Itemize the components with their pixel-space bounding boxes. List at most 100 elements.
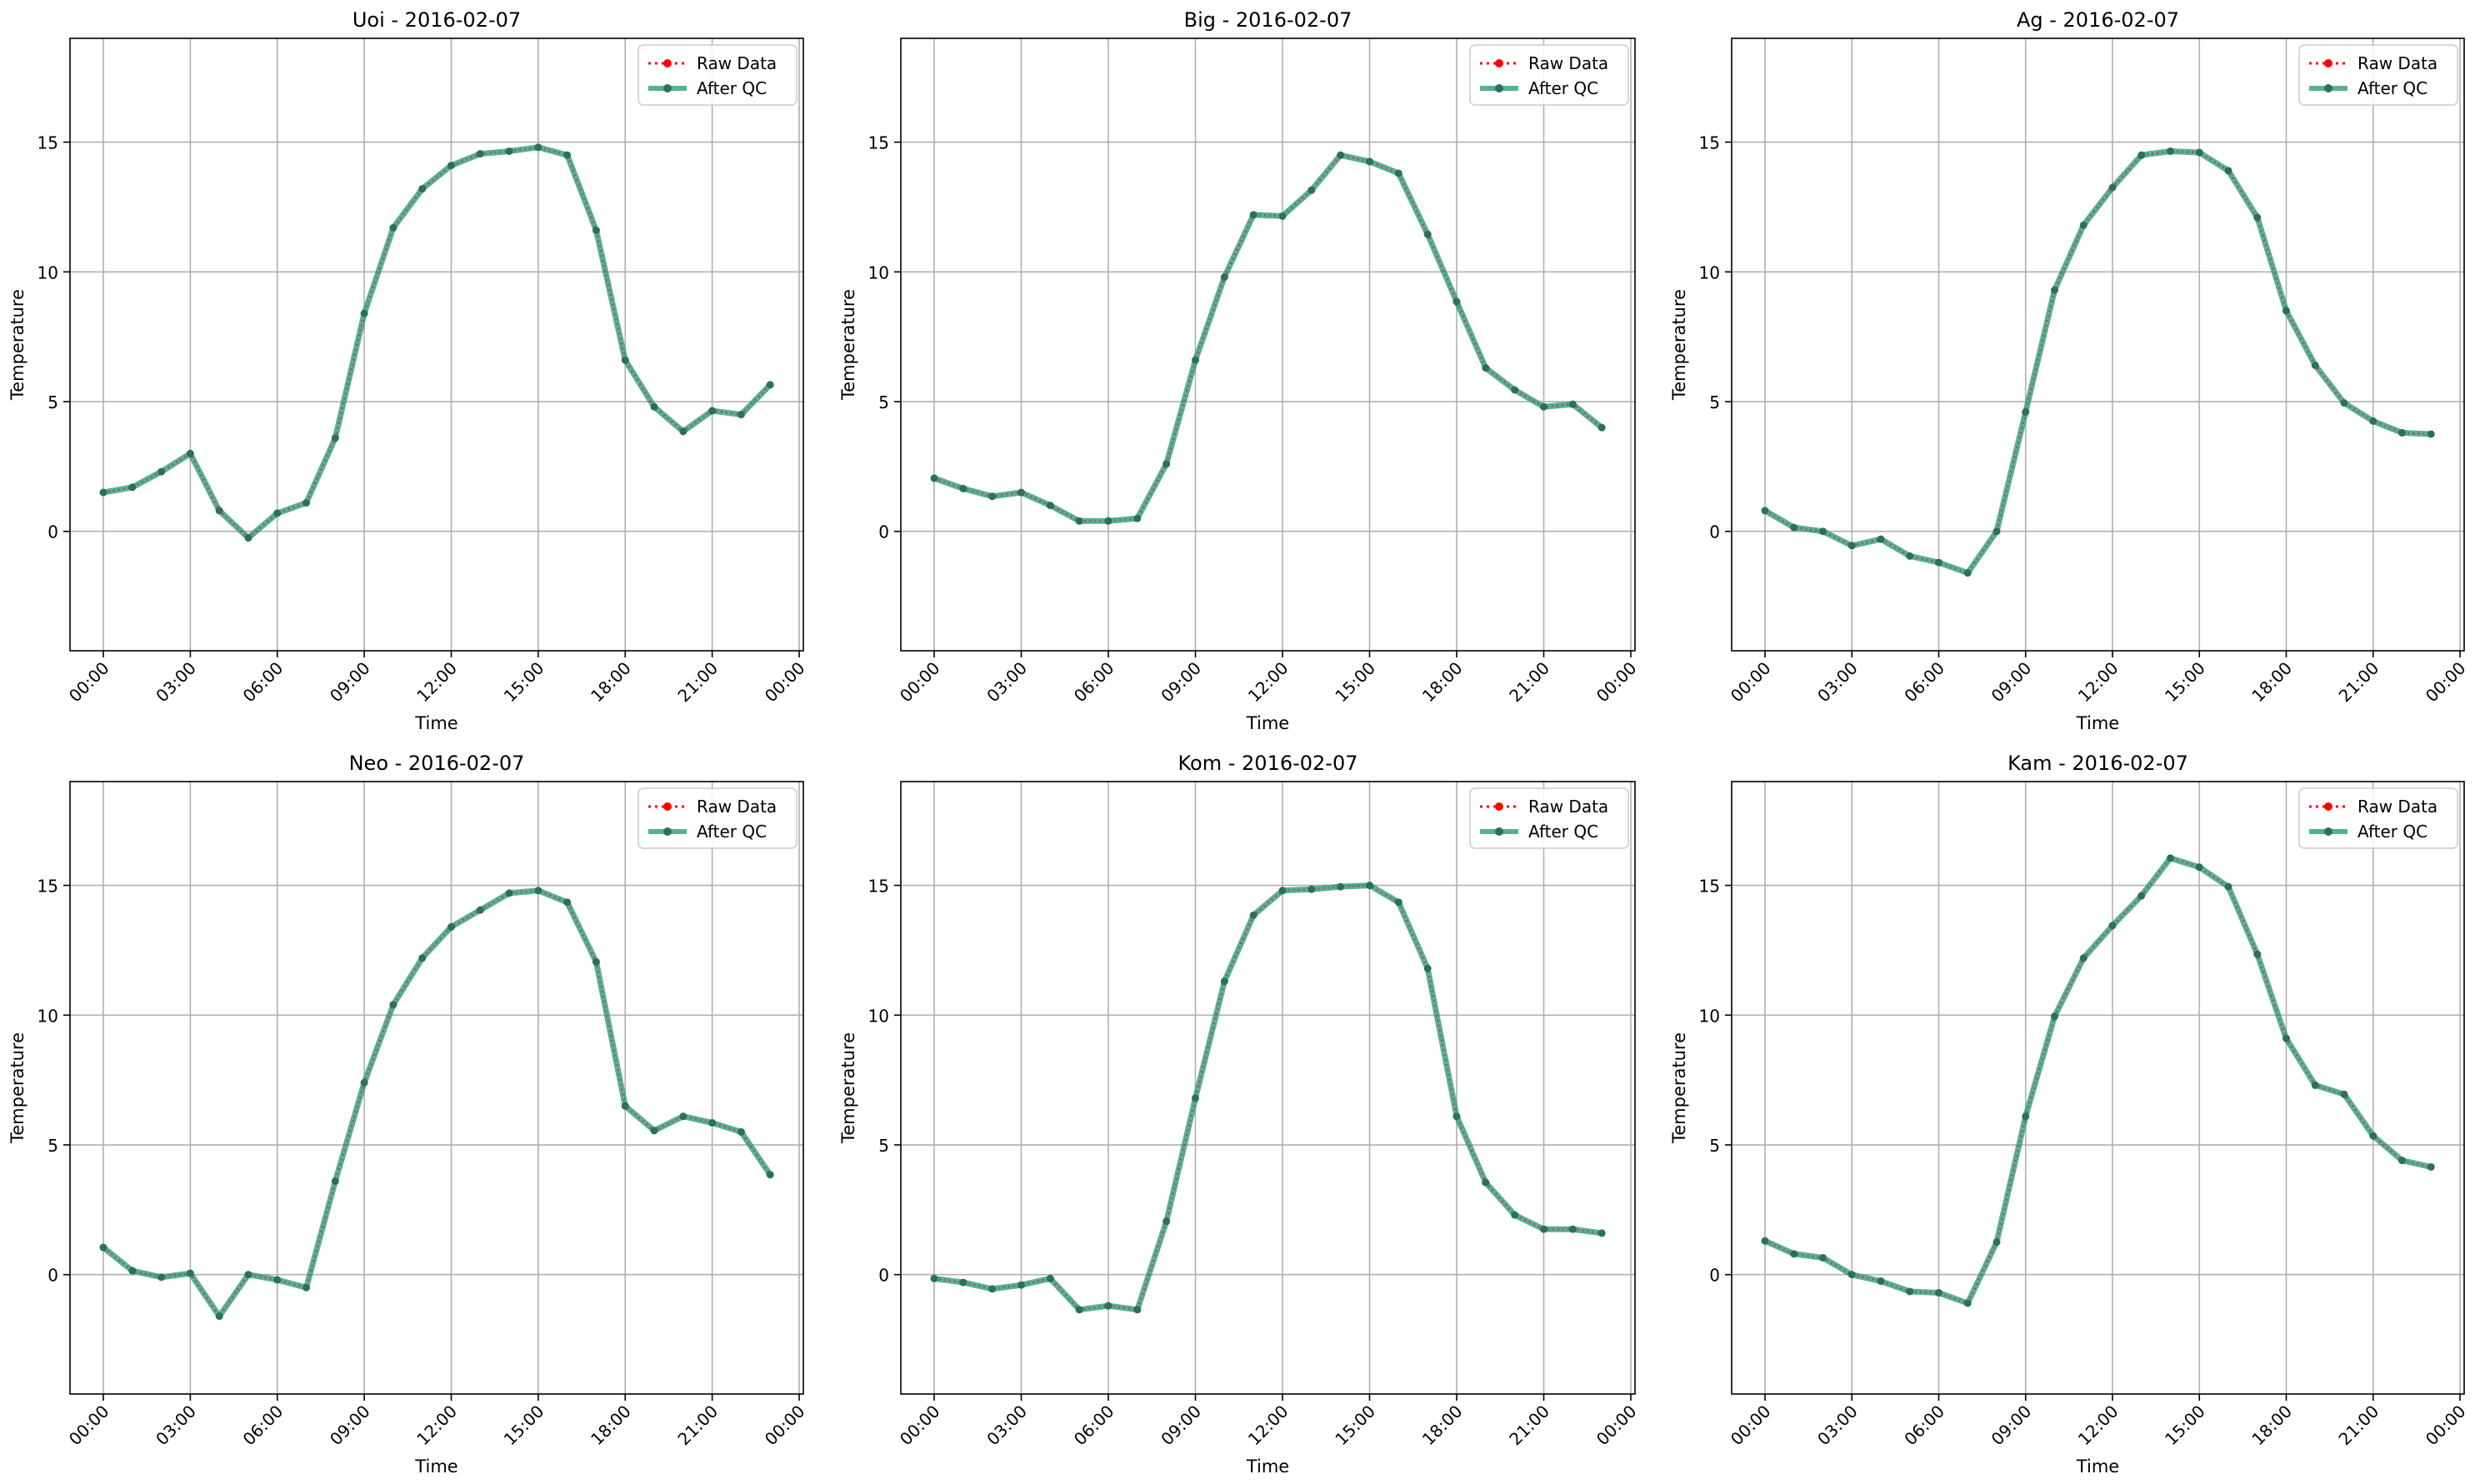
y-tick-label: 10 bbox=[38, 262, 58, 282]
legend: Raw Data After QC bbox=[2298, 787, 2458, 849]
legend-marker-after-qc bbox=[1495, 827, 1503, 836]
y-axis-label: Temperature bbox=[838, 1032, 858, 1144]
legend-marker-after-qc bbox=[2324, 84, 2332, 92]
after-qc-point bbox=[1423, 230, 1432, 238]
after-qc-point bbox=[2051, 1012, 2058, 1021]
y-tick-label: 0 bbox=[1709, 1266, 1720, 1286]
y-axis-label: Temperature bbox=[838, 289, 858, 401]
x-tick-label: 09:00 bbox=[326, 658, 374, 707]
legend-label-raw-data: Raw Data bbox=[2358, 53, 2438, 73]
after-qc-point bbox=[1133, 1306, 1142, 1314]
after-qc-point bbox=[1018, 1281, 1025, 1289]
chart-title: Kam - 2016-02-07 bbox=[2008, 752, 2188, 775]
x-tick-label: 00:00 bbox=[1727, 1402, 1775, 1450]
chart-panel-3: Ag - 2016-02-07 0 5 10 15 00:00 03:00 06:00 09:0… bbox=[1669, 8, 2470, 733]
after-qc-point bbox=[2311, 1081, 2319, 1089]
x-tick-label: 06:00 bbox=[1070, 1402, 1118, 1450]
legend: Raw Data After QC bbox=[638, 44, 798, 106]
after-qc-point bbox=[1963, 569, 1972, 577]
x-tick-label: 00:00 bbox=[1592, 658, 1641, 707]
after-qc-point bbox=[2079, 221, 2088, 229]
x-tick-label: 00:00 bbox=[761, 1402, 809, 1450]
y-tick-label: 15 bbox=[38, 877, 58, 897]
after-qc-point bbox=[1935, 558, 1942, 567]
after-qc-point bbox=[959, 1278, 968, 1287]
after-qc-point bbox=[2224, 882, 2232, 891]
plot-frame bbox=[69, 37, 804, 652]
x-axis-label: Time bbox=[2076, 713, 2119, 733]
after-qc-point bbox=[650, 402, 658, 411]
after-qc-point bbox=[1423, 964, 1432, 972]
after-qc-point bbox=[2108, 183, 2117, 192]
legend-label-raw-data: Raw Data bbox=[2358, 797, 2438, 817]
plot-frame bbox=[900, 781, 1636, 1395]
series-line-raw-data bbox=[933, 884, 1602, 1312]
after-qc-point bbox=[476, 906, 484, 914]
after-qc-point bbox=[1308, 186, 1316, 194]
after-qc-point bbox=[1220, 977, 1228, 986]
after-qc-point bbox=[1992, 1238, 2001, 1247]
after-qc-point bbox=[2253, 213, 2262, 222]
after-qc-point bbox=[389, 223, 398, 232]
y-tick-label: 10 bbox=[868, 262, 889, 282]
x-tick-label: 06:00 bbox=[239, 658, 288, 707]
x-tick-label: 21:00 bbox=[1505, 1402, 1553, 1450]
legend-label-after-qc: After QC bbox=[697, 822, 767, 842]
after-qc-point bbox=[1511, 1211, 1519, 1219]
after-qc-point bbox=[1394, 169, 1402, 177]
x-tick-label: 03:00 bbox=[1813, 1402, 1862, 1450]
after-qc-point bbox=[592, 226, 600, 234]
after-qc-point bbox=[1568, 1225, 1577, 1233]
x-axis-label: Time bbox=[1246, 713, 1289, 733]
x-tick-label: 09:00 bbox=[1988, 658, 2036, 707]
x-tick-label: 03:00 bbox=[1813, 658, 1862, 707]
y-tick-label: 5 bbox=[878, 392, 889, 412]
after-qc-point bbox=[2282, 1034, 2290, 1042]
x-tick-label: 21:00 bbox=[2335, 1402, 2383, 1450]
after-qc-point bbox=[534, 143, 542, 152]
after-qc-point bbox=[1598, 1229, 1606, 1237]
after-qc-point bbox=[476, 150, 484, 158]
after-qc-point bbox=[621, 356, 629, 364]
x-tick-label: 12:00 bbox=[2074, 658, 2122, 707]
x-tick-label: 00:00 bbox=[761, 658, 809, 707]
x-tick-label: 00:00 bbox=[65, 1402, 113, 1450]
after-qc-point bbox=[1018, 488, 1025, 497]
after-qc-point bbox=[1452, 1112, 1461, 1121]
after-qc-point bbox=[737, 411, 745, 419]
after-qc-point bbox=[1963, 1299, 1972, 1307]
x-tick-label: 18:00 bbox=[1418, 658, 1467, 707]
x-tick-label: 18:00 bbox=[2248, 1402, 2296, 1450]
after-qc-point bbox=[418, 185, 427, 193]
after-qc-point bbox=[930, 474, 938, 482]
after-qc-point bbox=[534, 887, 542, 895]
x-tick-label: 06:00 bbox=[1900, 658, 1948, 707]
legend-marker-raw-data bbox=[1495, 59, 1503, 67]
after-qc-point bbox=[2282, 307, 2290, 315]
chart-title: Neo - 2016-02-07 bbox=[349, 752, 525, 775]
after-qc-point bbox=[186, 1269, 194, 1277]
x-tick-label: 00:00 bbox=[2422, 658, 2470, 707]
legend-marker-raw-data bbox=[2324, 59, 2332, 67]
after-qc-point bbox=[563, 898, 572, 907]
x-tick-label: 09:00 bbox=[1157, 658, 1205, 707]
x-tick-label: 06:00 bbox=[1070, 658, 1118, 707]
after-qc-point bbox=[1511, 386, 1519, 394]
after-qc-point bbox=[1046, 502, 1054, 510]
after-qc-point bbox=[389, 1001, 398, 1009]
y-tick-label: 5 bbox=[1709, 1136, 1720, 1156]
after-qc-point bbox=[331, 434, 339, 442]
after-qc-point bbox=[2051, 286, 2058, 294]
after-qc-point bbox=[1906, 552, 1914, 560]
after-qc-point bbox=[1848, 542, 1856, 550]
series-line-raw-data bbox=[102, 889, 772, 1318]
y-tick-label: 15 bbox=[868, 877, 889, 897]
x-tick-label: 15:00 bbox=[500, 1402, 548, 1450]
after-qc-point bbox=[2079, 954, 2088, 962]
after-qc-point bbox=[2340, 1090, 2348, 1098]
after-qc-point bbox=[186, 449, 194, 457]
x-tick-label: 00:00 bbox=[2422, 1402, 2470, 1450]
x-tick-label: 03:00 bbox=[152, 1402, 200, 1450]
after-qc-point bbox=[1877, 535, 1885, 543]
